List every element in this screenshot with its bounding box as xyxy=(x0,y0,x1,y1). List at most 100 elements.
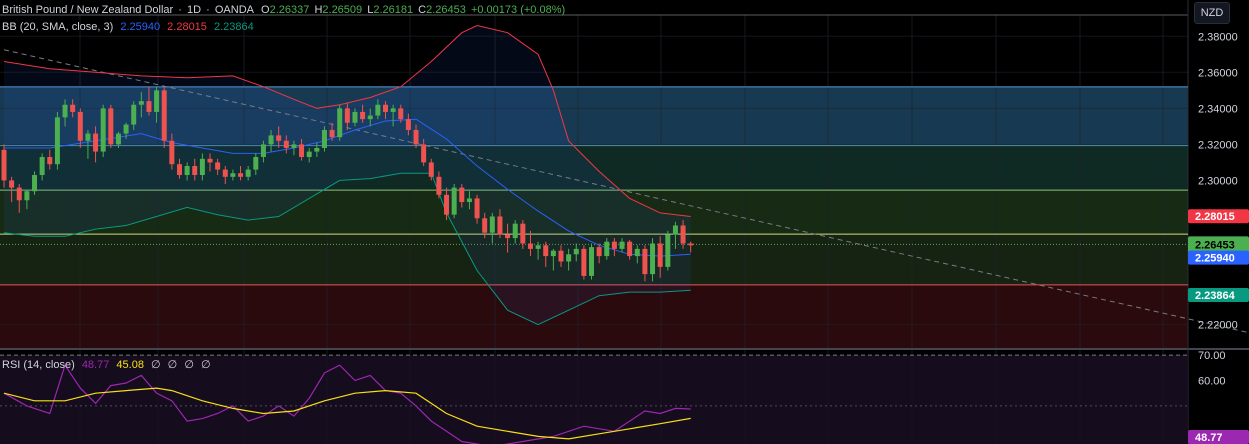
candle[interactable] xyxy=(268,129,274,152)
candle[interactable] xyxy=(138,92,144,118)
candle[interactable] xyxy=(398,104,404,123)
candle[interactable] xyxy=(657,236,663,278)
candle[interactable] xyxy=(85,129,91,159)
candle[interactable] xyxy=(207,153,213,172)
candle[interactable] xyxy=(360,104,366,123)
candle-body xyxy=(207,158,213,163)
candle[interactable] xyxy=(421,138,427,167)
candle[interactable] xyxy=(535,241,541,260)
candle[interactable] xyxy=(100,104,106,157)
candle[interactable] xyxy=(329,122,335,141)
candle[interactable] xyxy=(108,104,114,148)
candle[interactable] xyxy=(451,184,457,219)
candle[interactable] xyxy=(390,104,396,127)
candle[interactable] xyxy=(321,126,327,152)
candle[interactable] xyxy=(619,238,625,253)
candle[interactable] xyxy=(634,245,640,264)
candle[interactable] xyxy=(589,243,595,280)
candle[interactable] xyxy=(253,153,259,176)
candle[interactable] xyxy=(474,194,480,224)
rsi-legend[interactable]: RSI (14, close) 48.77 45.08 ∅ ∅ ∅ ∅ xyxy=(2,358,215,372)
candle[interactable] xyxy=(665,230,671,271)
candle[interactable] xyxy=(413,124,419,148)
candle[interactable] xyxy=(283,135,289,154)
candle[interactable] xyxy=(215,158,221,176)
candle[interactable] xyxy=(466,191,472,210)
candle[interactable] xyxy=(9,176,15,203)
candle[interactable] xyxy=(260,140,266,163)
candle[interactable] xyxy=(383,101,388,120)
candle[interactable] xyxy=(238,166,244,181)
candle[interactable] xyxy=(115,131,121,148)
candle[interactable] xyxy=(527,230,533,257)
candle[interactable] xyxy=(581,245,587,280)
candle[interactable] xyxy=(520,220,526,249)
candle[interactable] xyxy=(77,108,83,148)
candle[interactable] xyxy=(131,101,137,130)
candle[interactable] xyxy=(672,221,678,249)
candle[interactable] xyxy=(306,147,312,163)
candle[interactable] xyxy=(16,184,22,213)
candle[interactable] xyxy=(596,243,602,264)
candle[interactable] xyxy=(367,108,373,127)
candle[interactable] xyxy=(642,245,648,282)
candle[interactable] xyxy=(24,189,30,210)
candle[interactable] xyxy=(604,238,610,260)
candle[interactable] xyxy=(337,104,343,141)
candle[interactable] xyxy=(611,238,617,257)
candle[interactable] xyxy=(276,126,282,148)
candle[interactable] xyxy=(550,248,556,271)
candle[interactable] xyxy=(39,153,45,181)
candle[interactable] xyxy=(184,162,190,181)
candle[interactable] xyxy=(169,133,175,170)
candle[interactable] xyxy=(512,220,518,244)
candle[interactable] xyxy=(146,86,152,116)
candle[interactable] xyxy=(558,245,564,267)
candle[interactable] xyxy=(32,171,38,195)
candle[interactable] xyxy=(1,144,7,188)
candle[interactable] xyxy=(352,108,358,127)
candle[interactable] xyxy=(291,140,297,156)
candle[interactable] xyxy=(459,184,465,208)
candle[interactable] xyxy=(375,99,381,120)
candle[interactable] xyxy=(497,209,503,239)
candle[interactable] xyxy=(245,166,251,181)
candle[interactable] xyxy=(680,220,686,249)
candle[interactable] xyxy=(405,113,411,136)
candle[interactable] xyxy=(573,243,579,262)
candle[interactable] xyxy=(154,86,160,123)
candle[interactable] xyxy=(222,166,228,185)
candle[interactable] xyxy=(47,149,53,170)
candle[interactable] xyxy=(428,158,434,181)
price-axis[interactable]: 2.38000 2.36000 2.34000 2.32000 2.30000 2.220… xyxy=(1198,31,1238,387)
candle[interactable] xyxy=(436,171,442,199)
rsi-line xyxy=(3,363,691,444)
candle[interactable] xyxy=(688,241,694,253)
candle[interactable] xyxy=(344,102,350,130)
candle[interactable] xyxy=(54,111,60,170)
candle[interactable] xyxy=(543,241,549,267)
candle[interactable] xyxy=(650,238,656,282)
bb-legend[interactable]: BB (20, SMA, close, 3) 2.25940 2.28015 2… xyxy=(2,20,258,34)
candle[interactable] xyxy=(93,126,99,163)
candle[interactable] xyxy=(482,212,488,239)
candle[interactable] xyxy=(123,122,129,139)
candle[interactable] xyxy=(627,239,633,260)
candle[interactable] xyxy=(70,99,76,118)
candle[interactable] xyxy=(489,212,495,244)
candle[interactable] xyxy=(230,169,236,181)
candle[interactable] xyxy=(505,223,511,253)
candle[interactable] xyxy=(314,142,320,157)
candlesticks[interactable] xyxy=(1,86,694,282)
currency-button[interactable]: NZD xyxy=(1194,2,1230,24)
candle[interactable] xyxy=(62,99,68,127)
candle[interactable] xyxy=(192,158,198,181)
candle[interactable] xyxy=(199,153,205,181)
candle[interactable] xyxy=(566,248,572,271)
candle[interactable] xyxy=(299,138,305,161)
candle[interactable] xyxy=(444,187,450,221)
candle[interactable] xyxy=(176,158,182,179)
instrument-legend[interactable]: British Pound / New Zealand Dollar · 1D … xyxy=(2,3,569,17)
candle[interactable] xyxy=(161,86,167,148)
